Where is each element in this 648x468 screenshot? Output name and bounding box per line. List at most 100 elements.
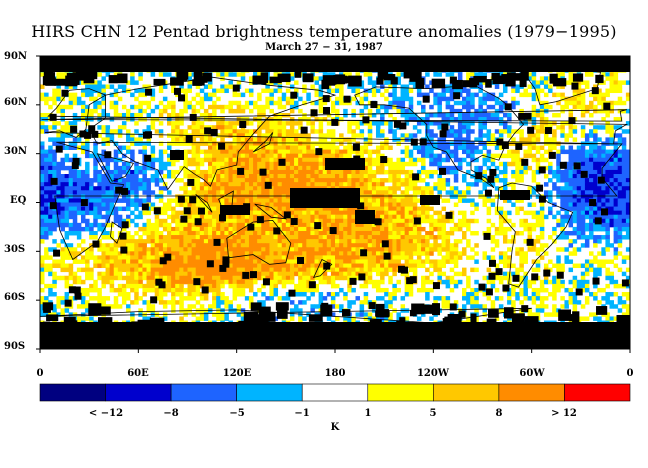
- anomaly-cell: [248, 210, 254, 216]
- anomaly-cell: [351, 243, 356, 248]
- anomaly-cell: [527, 137, 533, 142]
- anomaly-cell: [486, 226, 492, 232]
- anomaly-cell: [289, 133, 295, 138]
- anomaly-cell: [150, 121, 156, 126]
- anomaly-cell: [187, 72, 192, 77]
- anomaly-cell: [425, 235, 430, 240]
- anomaly-cell: [560, 84, 565, 89]
- anomaly-cell: [85, 104, 90, 110]
- anomaly-cell: [289, 206, 295, 212]
- anomaly-cell: [462, 178, 467, 183]
- anomaly-cell: [289, 161, 295, 167]
- anomaly-cell: [302, 222, 307, 228]
- anomaly-cell: [261, 165, 266, 171]
- anomaly-cell: [593, 190, 598, 195]
- anomaly-cell: [416, 230, 422, 236]
- anomaly-cell: [257, 161, 262, 167]
- anomaly-cell: [302, 239, 307, 244]
- anomaly-cell: [154, 178, 160, 183]
- anomaly-cell: [269, 153, 274, 159]
- anomaly-cell: [257, 210, 262, 216]
- anomaly-cell: [134, 239, 139, 244]
- anomaly-cell: [93, 255, 98, 260]
- anomaly-cell: [44, 182, 49, 187]
- anomaly-cell: [44, 186, 49, 191]
- anomaly-cell: [351, 230, 356, 236]
- anomaly-cell: [183, 190, 188, 195]
- anomaly-cell: [400, 230, 406, 236]
- anomaly-cell: [220, 149, 225, 155]
- anomaly-cell: [154, 235, 160, 240]
- anomaly-cell: [609, 169, 615, 175]
- anomaly-cell: [277, 210, 283, 216]
- anomaly-cell: [138, 117, 143, 122]
- anomaly-cell: [236, 214, 242, 220]
- anomaly-cell: [322, 206, 328, 212]
- anomaly-cell: [158, 161, 164, 167]
- anomaly-cell: [40, 96, 45, 102]
- anomaly-cell: [445, 133, 451, 138]
- anomaly-cell: [576, 174, 582, 179]
- anomaly-cell: [498, 117, 504, 122]
- anomaly-cell: [306, 157, 311, 163]
- anomaly-cell: [64, 153, 70, 159]
- anomaly-cell: [457, 92, 463, 98]
- anomaly-cell: [277, 153, 283, 159]
- anomaly-cell: [392, 174, 397, 179]
- anomaly-cell: [265, 129, 270, 134]
- anomaly-cell: [158, 84, 164, 89]
- anomaly-cell: [207, 239, 213, 244]
- anomaly-cell: [482, 100, 487, 106]
- anomaly-cell: [404, 230, 410, 236]
- anomaly-cell: [519, 129, 524, 134]
- anomaly-cell: [375, 88, 381, 94]
- anomaly-cell: [146, 230, 152, 236]
- anomaly-cell: [85, 108, 90, 114]
- anomaly-cell: [408, 174, 414, 179]
- anomaly-cell: [294, 247, 299, 252]
- anomaly-cell: [224, 182, 229, 187]
- anomaly-cell: [253, 169, 258, 175]
- anomaly-cell: [80, 141, 86, 146]
- anomaly-cell: [236, 72, 242, 77]
- anomaly-cell: [322, 165, 328, 171]
- anomaly-cell: [511, 104, 516, 110]
- anomaly-cell: [613, 76, 619, 81]
- anomaly-cell: [240, 247, 246, 252]
- anomaly-cell: [183, 182, 188, 187]
- anomaly-cell: [130, 178, 135, 183]
- anomaly-cell: [142, 161, 147, 167]
- anomaly-cell: [261, 125, 266, 130]
- anomaly-cell: [89, 247, 94, 252]
- anomaly-cell: [474, 137, 479, 142]
- anomaly-cell: [339, 247, 344, 252]
- anomaly-cell: [314, 161, 320, 167]
- anomaly-cell: [466, 153, 471, 159]
- anomaly-cell: [310, 121, 315, 126]
- anomaly-cell: [253, 198, 258, 203]
- anomaly-cell: [167, 100, 172, 106]
- anomaly-cell: [40, 190, 45, 195]
- anomaly-cell: [142, 198, 147, 203]
- anomaly-cell: [589, 178, 594, 183]
- anomaly-cell: [429, 161, 434, 167]
- anomaly-cell: [421, 153, 426, 159]
- anomaly-cell: [457, 129, 463, 134]
- anomaly-cell: [498, 169, 504, 175]
- anomaly-cell: [351, 235, 356, 240]
- anomaly-cell: [80, 194, 86, 199]
- anomaly-cell: [306, 243, 311, 248]
- anomaly-cell: [388, 222, 393, 228]
- anomaly-cell: [244, 194, 250, 199]
- anomaly-cell: [572, 88, 578, 94]
- anomaly-cell: [60, 182, 65, 187]
- anomaly-cell: [593, 239, 598, 244]
- anomaly-cell: [97, 92, 102, 98]
- anomaly-cell: [433, 72, 438, 77]
- anomaly-cell: [617, 202, 623, 207]
- anomaly-cell: [621, 178, 627, 183]
- anomaly-cell: [220, 235, 225, 240]
- anomaly-cell: [56, 182, 61, 187]
- anomaly-cell: [408, 198, 414, 203]
- anomaly-cell: [449, 255, 455, 260]
